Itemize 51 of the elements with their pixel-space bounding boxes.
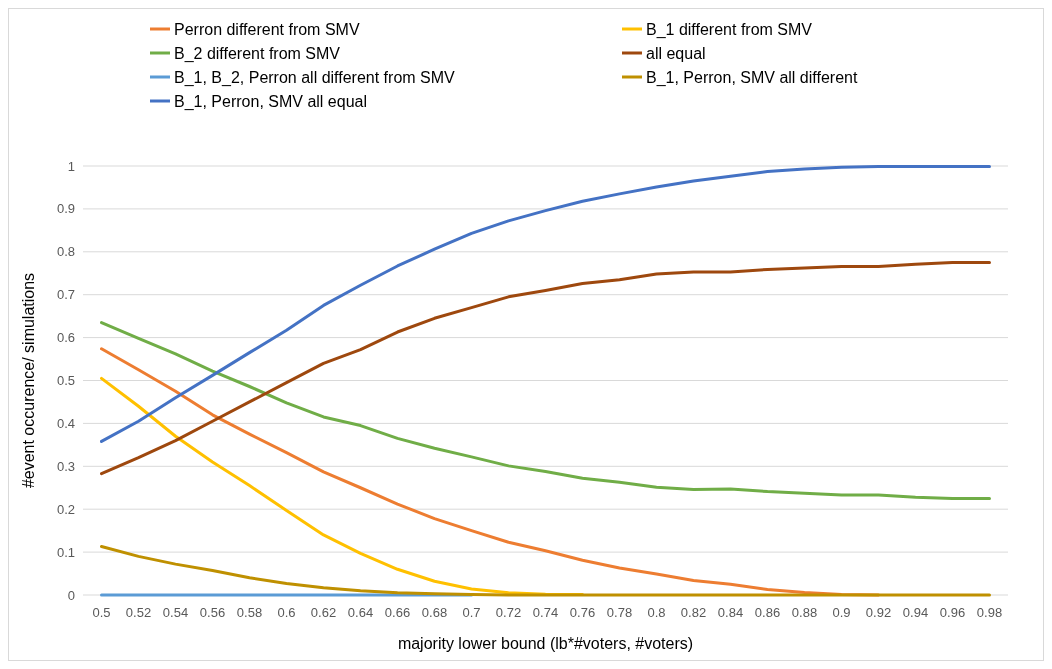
- y-tick-label: 0.3: [56, 458, 75, 474]
- x-tick-label: 0.98: [976, 605, 1003, 620]
- x-tick-label: 0.92: [865, 605, 892, 620]
- x-tick-label: 0.56: [199, 605, 226, 620]
- x-tick-label: 0.52: [125, 605, 152, 620]
- legend-label: B_2 different from SMV: [174, 44, 341, 63]
- line-series: [100, 261, 991, 476]
- y-tick-label: 0.9: [56, 201, 75, 217]
- y-axis-title: #event occurence/ simulations: [20, 272, 37, 489]
- x-tick-label: 0.68: [421, 605, 448, 620]
- y-tick-label: 0.8: [56, 244, 75, 260]
- y-tick-label: 0.1: [56, 544, 75, 560]
- x-tick-label: 0.54: [162, 605, 189, 620]
- x-tick-label: 0.58: [236, 605, 263, 620]
- x-tick-label: 0.62: [310, 605, 337, 620]
- line-series: [100, 164, 991, 443]
- x-tick-label: 0.84: [717, 605, 744, 620]
- x-tick-label: 0.88: [791, 605, 818, 620]
- line-series: [100, 376, 584, 597]
- y-tick-label: 0.4: [56, 415, 75, 431]
- line-series: [100, 545, 991, 597]
- y-tick-label: 0.7: [56, 287, 75, 303]
- x-axis-title: majority lower bound (lb*#voters, #voters): [397, 635, 694, 652]
- x-tick-label: 0.6: [277, 605, 296, 620]
- legend-label: B_1, Perron, SMV all different: [646, 68, 858, 87]
- line-series: [100, 321, 991, 500]
- legend-label: B_1, Perron, SMV all equal: [174, 92, 367, 111]
- x-tick-label: 0.96: [939, 605, 966, 620]
- x-tick-label: 0.66: [384, 605, 411, 620]
- legend-label: B_1, B_2, Perron all different from SMV: [174, 68, 456, 87]
- x-tick-label: 0.64: [347, 605, 374, 620]
- legend-label: B_1 different from SMV: [646, 20, 813, 39]
- x-tick-label: 0.76: [569, 605, 596, 620]
- x-tick-label: 0.94: [902, 605, 929, 620]
- x-tick-label: 0.78: [606, 605, 633, 620]
- x-tick-label: 0.8: [647, 605, 666, 620]
- x-tick-label: 0.72: [495, 605, 522, 620]
- x-tick-label: 0.9: [832, 605, 851, 620]
- y-tick-label: 0: [67, 587, 75, 603]
- legend-label: all equal: [646, 44, 706, 62]
- x-tick-label: 0.7: [462, 605, 481, 620]
- x-tick-label: 0.86: [754, 605, 781, 620]
- x-tick-label: 0.5: [92, 605, 111, 620]
- y-tick-label: 0.6: [56, 330, 75, 346]
- x-tick-label: 0.82: [680, 605, 707, 620]
- legend-label: Perron different from SMV: [174, 20, 360, 38]
- y-tick-label: 1: [67, 158, 75, 174]
- line-series: [100, 347, 880, 597]
- y-tick-label: 0.5: [56, 373, 75, 389]
- y-tick-label: 0.2: [56, 501, 75, 517]
- x-tick-label: 0.74: [532, 605, 559, 620]
